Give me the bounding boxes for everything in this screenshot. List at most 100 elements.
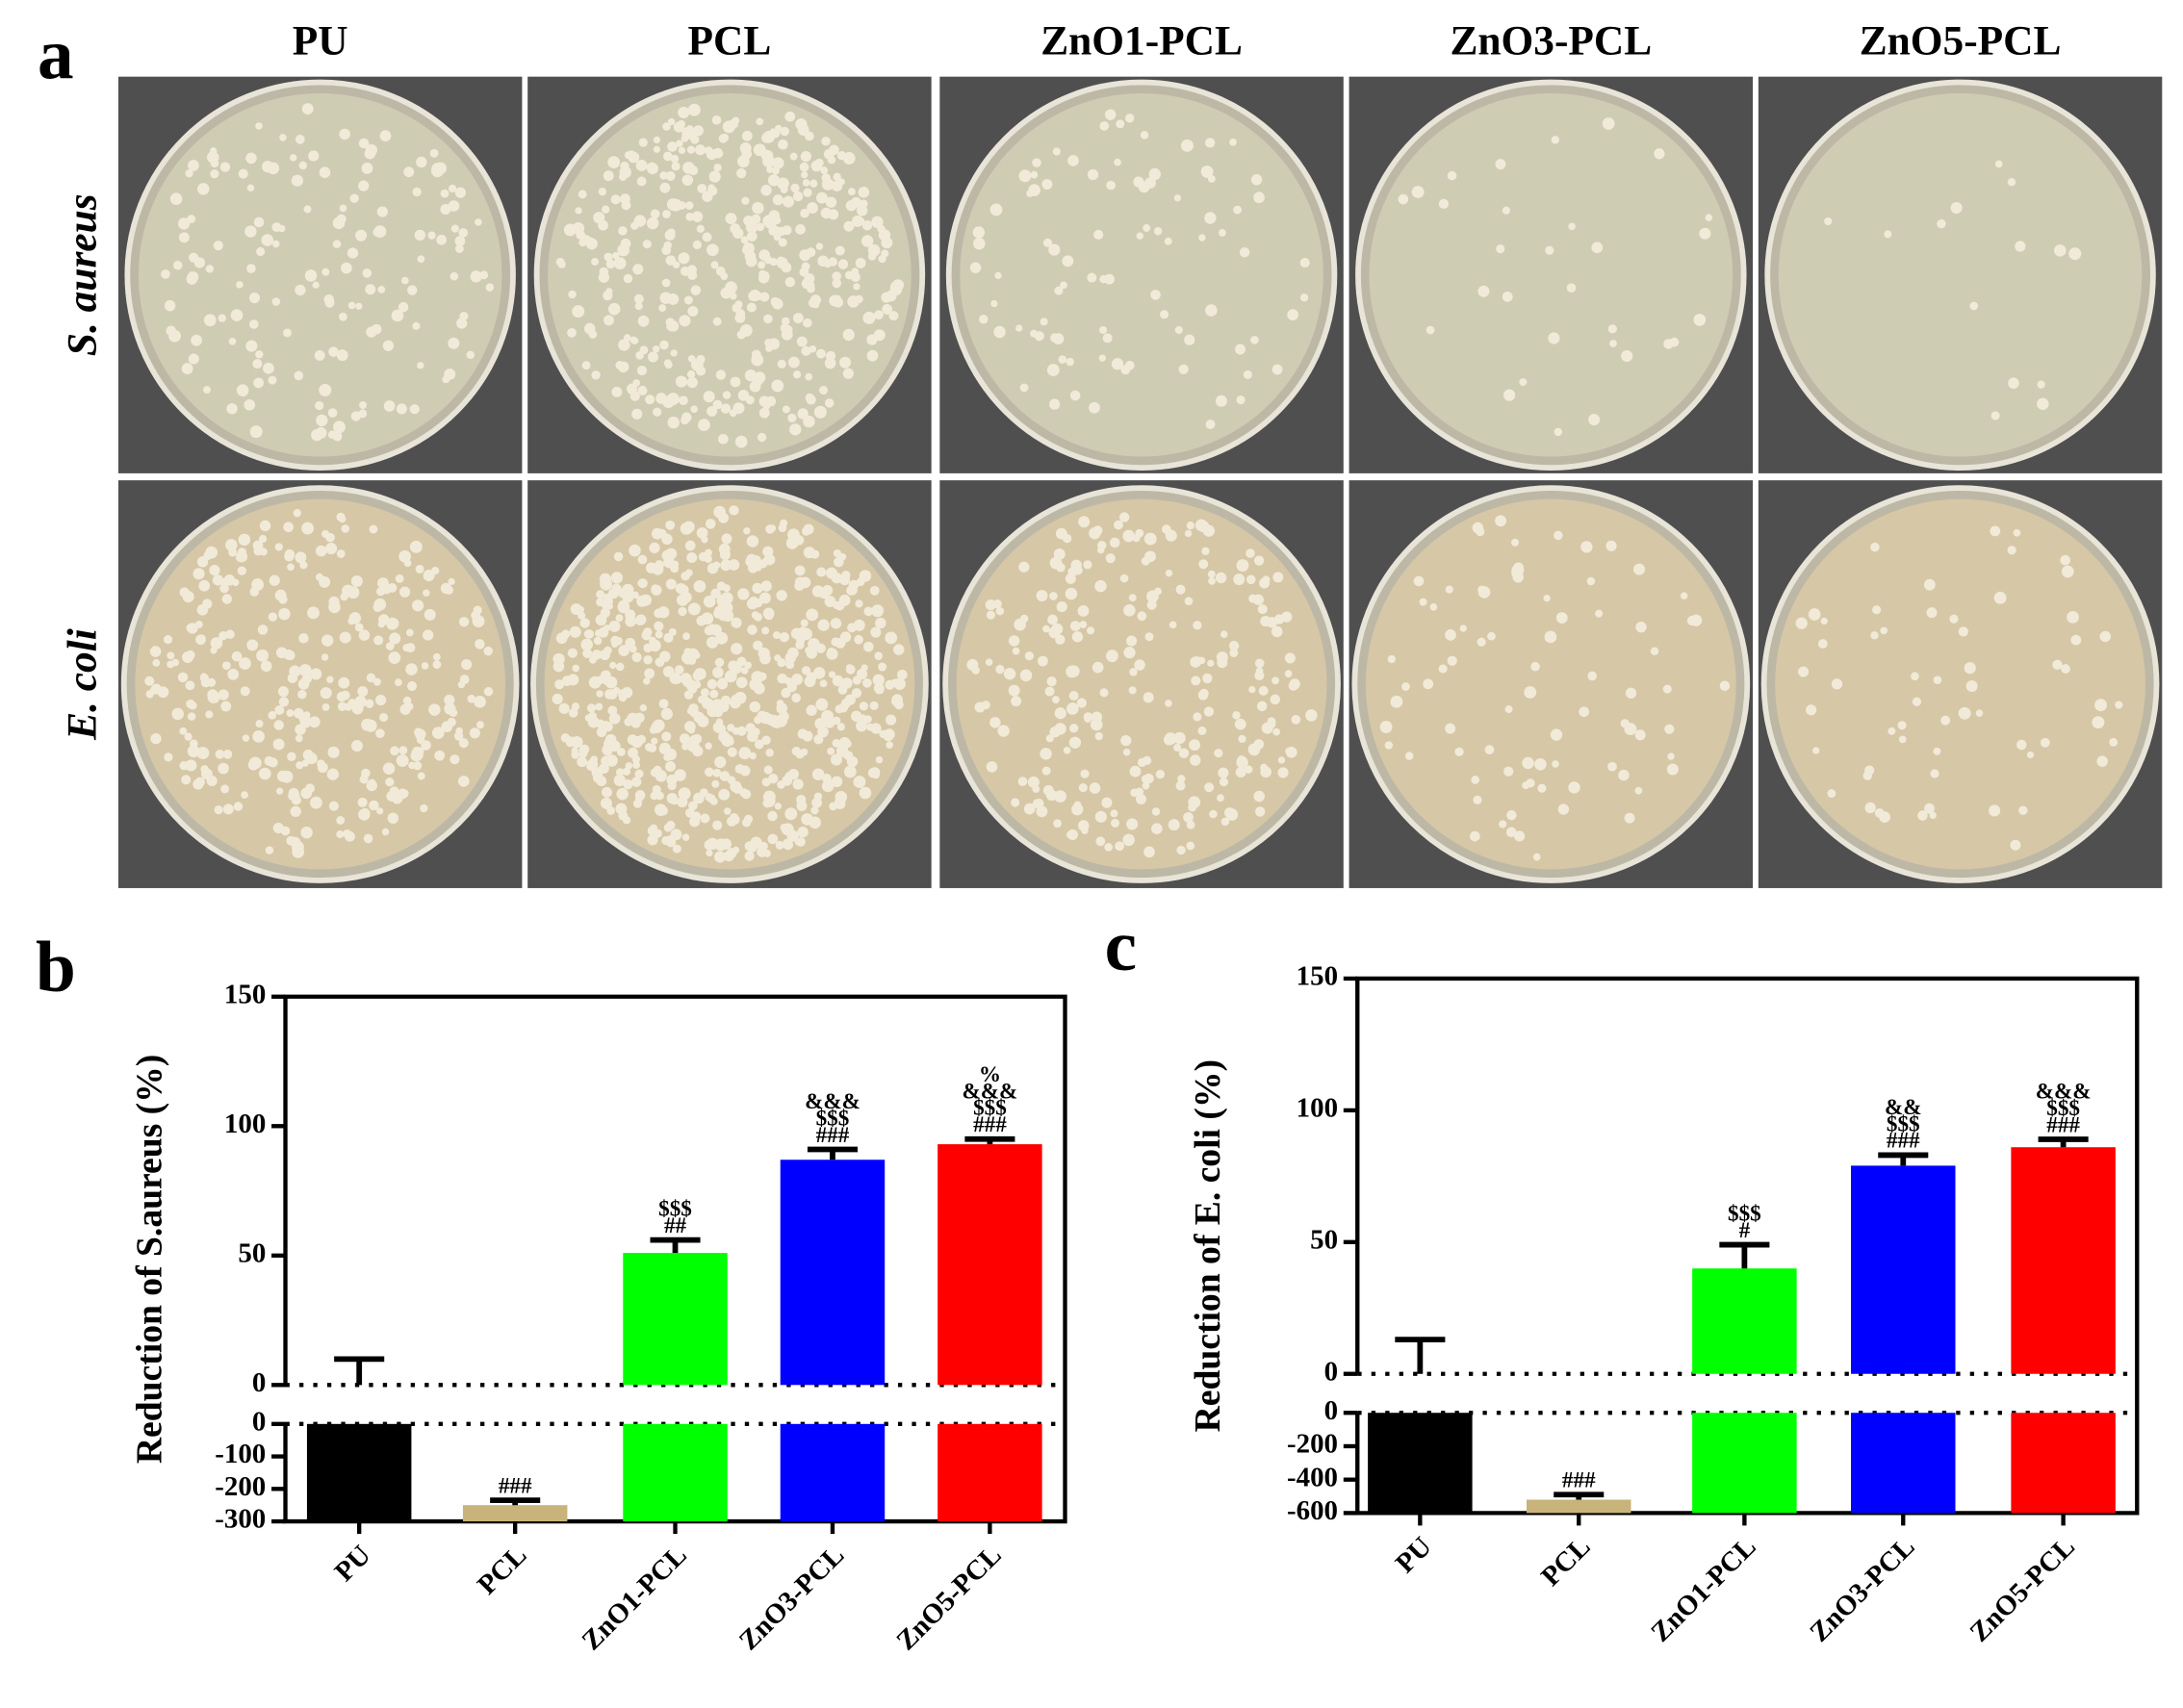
colony — [1083, 712, 1093, 722]
colony — [874, 651, 883, 660]
colony — [236, 554, 244, 562]
colony — [837, 685, 848, 695]
colony — [210, 169, 219, 179]
x-tick-label: PCL — [472, 1540, 533, 1601]
colony — [361, 163, 373, 174]
colony — [144, 676, 155, 686]
colony — [859, 701, 869, 711]
colony — [716, 581, 727, 591]
colony — [665, 836, 677, 848]
colony — [786, 681, 797, 693]
colony — [221, 661, 231, 671]
colony — [588, 329, 598, 339]
colony — [613, 774, 627, 787]
colony — [1109, 537, 1120, 548]
colony — [1048, 243, 1061, 256]
colony — [721, 533, 732, 545]
colony — [591, 258, 600, 266]
colony — [752, 201, 764, 215]
colony — [1288, 680, 1298, 691]
colony — [409, 540, 423, 553]
colony — [372, 677, 381, 686]
colony — [816, 567, 827, 577]
colony — [870, 626, 882, 638]
colony — [238, 533, 251, 547]
y-tick-label: -400 — [1287, 1462, 1338, 1492]
colony — [1024, 651, 1034, 661]
colony — [218, 314, 226, 322]
colony — [813, 405, 827, 419]
colony — [678, 146, 686, 154]
colony — [164, 752, 173, 762]
colony — [1621, 349, 1633, 363]
colony — [387, 582, 398, 593]
colony — [1066, 829, 1078, 840]
colony — [1078, 516, 1091, 528]
colony — [607, 705, 618, 716]
colony — [219, 583, 229, 594]
colony — [428, 703, 441, 716]
colony — [420, 803, 428, 813]
colony — [653, 345, 660, 353]
colony — [1037, 655, 1048, 667]
y-tick-label: -300 — [215, 1504, 266, 1535]
colony — [780, 126, 789, 137]
colony — [712, 667, 724, 678]
colony — [1413, 575, 1425, 587]
colony — [662, 151, 673, 162]
colony — [567, 327, 577, 338]
colony — [1140, 131, 1149, 140]
colony — [456, 318, 468, 329]
y-tick-label: 0 — [1324, 1395, 1338, 1426]
colony — [775, 714, 788, 727]
colony — [806, 395, 816, 405]
colony — [732, 783, 743, 794]
colony — [1445, 723, 1456, 734]
colony — [2037, 380, 2045, 389]
colony — [1607, 324, 1617, 334]
colony — [412, 187, 422, 197]
colony — [1143, 692, 1154, 703]
colony — [1554, 530, 1563, 541]
colony — [319, 383, 332, 396]
colony — [645, 743, 654, 752]
colony — [475, 218, 482, 226]
colony — [1137, 611, 1147, 622]
colony — [321, 529, 330, 538]
colony — [1447, 170, 1457, 181]
bar-lower — [937, 1423, 1042, 1522]
colony — [746, 231, 758, 242]
colony — [1246, 548, 1255, 558]
colony — [736, 656, 747, 667]
colony — [869, 585, 880, 596]
bar-upper — [1851, 1165, 1956, 1374]
colony — [644, 668, 655, 679]
colony — [852, 676, 861, 685]
bar-lower — [1851, 1413, 1956, 1514]
colony — [659, 182, 671, 193]
colony — [1534, 757, 1547, 771]
colony — [348, 612, 362, 625]
colony — [290, 791, 300, 802]
colony — [316, 414, 328, 427]
colony — [886, 714, 897, 726]
colony — [655, 630, 663, 639]
colony — [678, 584, 689, 596]
colony — [843, 220, 855, 232]
colony — [795, 224, 806, 235]
colony — [475, 721, 484, 729]
colony — [708, 170, 721, 183]
colony — [1036, 590, 1048, 602]
colony — [670, 672, 681, 682]
colony — [1018, 169, 1032, 183]
colony — [780, 186, 788, 193]
colony — [763, 609, 775, 621]
colony — [805, 372, 813, 381]
x-tick-label: ZnO5-PCL — [890, 1540, 1007, 1656]
colony — [1191, 676, 1201, 686]
colony — [994, 271, 1002, 280]
colony — [2099, 630, 2112, 643]
colony — [287, 752, 296, 762]
colony — [824, 357, 836, 370]
